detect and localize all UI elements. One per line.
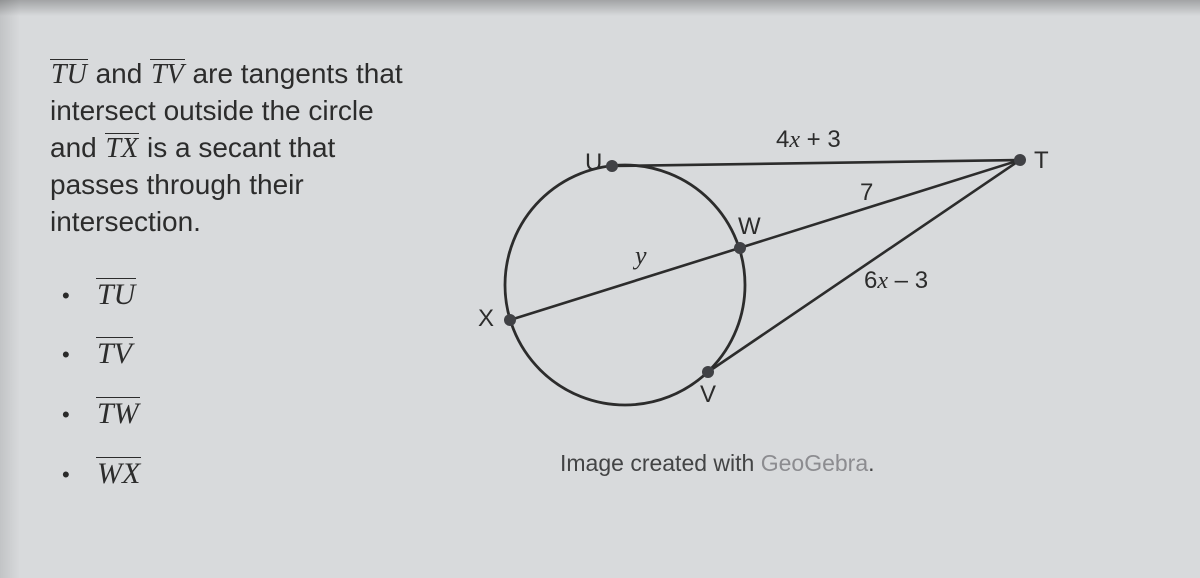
figure-svg: UTWXV7y4x + 36x – 3 — [460, 130, 1080, 480]
option-wx: WX — [96, 457, 141, 490]
caption-post: . — [868, 450, 874, 476]
label-y: y — [632, 241, 647, 270]
label-seven: 7 — [860, 179, 873, 206]
point-t — [1014, 154, 1026, 166]
text-and: and — [88, 58, 150, 89]
label-w: W — [738, 213, 761, 240]
point-v — [702, 366, 714, 378]
label-t: T — [1034, 147, 1049, 174]
label-v: V — [700, 381, 716, 408]
top-shadow — [0, 0, 1200, 16]
line-xt — [510, 160, 1020, 320]
list-item: TV — [96, 334, 410, 374]
problem-statement: TU and TV are tangents that intersect ou… — [50, 56, 410, 513]
segment-tu: TU — [50, 59, 88, 89]
option-tu: TU — [96, 278, 136, 311]
label-4x3: 4x + 3 — [776, 126, 841, 153]
option-tw: TW — [96, 397, 140, 430]
label-x: X — [478, 305, 494, 332]
label-u: U — [585, 149, 602, 176]
caption-geogebra: GeoGebra — [761, 450, 868, 476]
segment-tx: TX — [105, 133, 140, 163]
left-shadow — [0, 0, 20, 578]
answer-list: TU TV TW WX — [50, 275, 410, 493]
point-u — [606, 160, 618, 172]
list-item: TU — [96, 275, 410, 315]
list-item: WX — [96, 454, 410, 494]
figure-caption: Image created with GeoGebra. — [560, 450, 875, 477]
label-6x3: 6x – 3 — [864, 267, 928, 294]
list-item: TW — [96, 394, 410, 434]
caption-pre: Image created with — [560, 450, 761, 476]
segment-tv: TV — [150, 59, 185, 89]
point-x — [504, 314, 516, 326]
point-w — [734, 242, 746, 254]
geometry-figure: UTWXV7y4x + 36x – 3 — [460, 130, 1080, 480]
line-ut — [612, 160, 1020, 166]
option-tv: TV — [96, 337, 133, 370]
